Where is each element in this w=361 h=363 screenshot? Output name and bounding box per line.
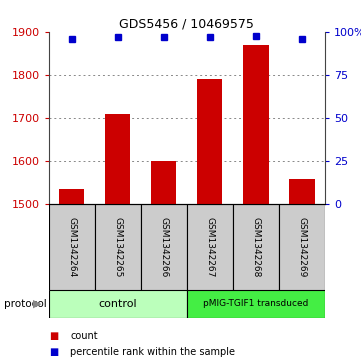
Text: GSM1342269: GSM1342269 <box>297 217 306 277</box>
Bar <box>187 204 233 290</box>
Text: percentile rank within the sample: percentile rank within the sample <box>70 347 235 357</box>
Text: ▶: ▶ <box>32 299 41 309</box>
Bar <box>243 45 269 204</box>
Text: GSM1342268: GSM1342268 <box>251 217 260 277</box>
Bar <box>49 290 187 318</box>
Bar <box>197 79 222 204</box>
Text: control: control <box>99 299 137 309</box>
Bar <box>95 204 141 290</box>
Text: pMIG-TGIF1 transduced: pMIG-TGIF1 transduced <box>203 299 309 308</box>
Text: ■: ■ <box>49 347 58 357</box>
Bar <box>151 161 177 204</box>
Text: count: count <box>70 331 98 341</box>
Text: GSM1342265: GSM1342265 <box>113 217 122 277</box>
Bar <box>289 179 314 204</box>
Bar <box>279 204 325 290</box>
Text: GSM1342264: GSM1342264 <box>67 217 76 277</box>
Title: GDS5456 / 10469575: GDS5456 / 10469575 <box>119 18 254 31</box>
Bar <box>49 204 95 290</box>
Bar <box>105 114 130 204</box>
Text: GSM1342266: GSM1342266 <box>159 217 168 277</box>
Text: ■: ■ <box>49 331 58 341</box>
Bar <box>187 290 325 318</box>
Text: GSM1342267: GSM1342267 <box>205 217 214 277</box>
Bar <box>141 204 187 290</box>
Bar <box>233 204 279 290</box>
Bar <box>59 189 84 204</box>
Text: protocol: protocol <box>4 299 46 309</box>
